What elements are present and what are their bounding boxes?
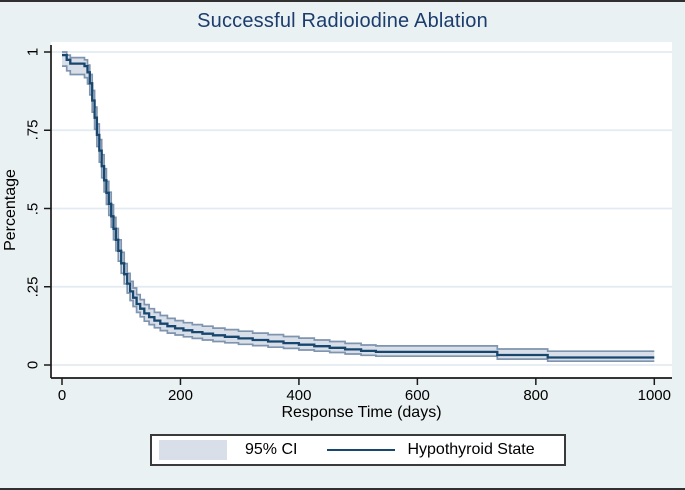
- series-line-sample-icon: [327, 449, 396, 451]
- x-tick-label: 400: [286, 387, 312, 404]
- y-tick-label: 0: [24, 360, 42, 370]
- series-label: Hypothyroid State: [407, 441, 535, 458]
- chart-title: Successful Radioiodine Ablation: [197, 10, 488, 32]
- ci-label: 95% CI: [245, 441, 298, 458]
- legend: 95% CI Hypothyroid State: [150, 434, 566, 466]
- x-tick-label: 1000: [637, 387, 671, 404]
- ci-swatch: [159, 440, 227, 460]
- x-tick-label: 200: [167, 387, 193, 404]
- top-rule: [0, 0, 685, 2]
- bottom-rule: [0, 488, 685, 490]
- x-tick-label: 0: [57, 387, 67, 404]
- y-tick-label: .75: [24, 119, 42, 141]
- x-tick-label: 600: [404, 387, 430, 404]
- x-tick-label: 800: [523, 387, 549, 404]
- x-axis-label: Response Time (days): [281, 404, 442, 421]
- y-tick-label: 1: [24, 47, 42, 57]
- y-axis-label: Percentage: [2, 169, 19, 251]
- y-tick-label: .5: [24, 202, 42, 215]
- y-tick-label: .25: [24, 276, 42, 298]
